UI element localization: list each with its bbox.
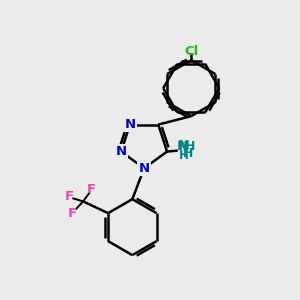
Text: H: H bbox=[179, 149, 189, 162]
Text: F: F bbox=[68, 207, 77, 220]
Text: N: N bbox=[139, 162, 150, 175]
Text: N: N bbox=[116, 145, 127, 158]
Text: H: H bbox=[183, 147, 194, 161]
Text: N: N bbox=[178, 139, 189, 153]
Text: H: H bbox=[185, 140, 195, 153]
Text: F: F bbox=[87, 182, 96, 196]
Text: N: N bbox=[124, 118, 136, 131]
Text: Cl: Cl bbox=[184, 45, 198, 58]
Text: F: F bbox=[64, 190, 74, 203]
Text: N: N bbox=[177, 140, 188, 153]
